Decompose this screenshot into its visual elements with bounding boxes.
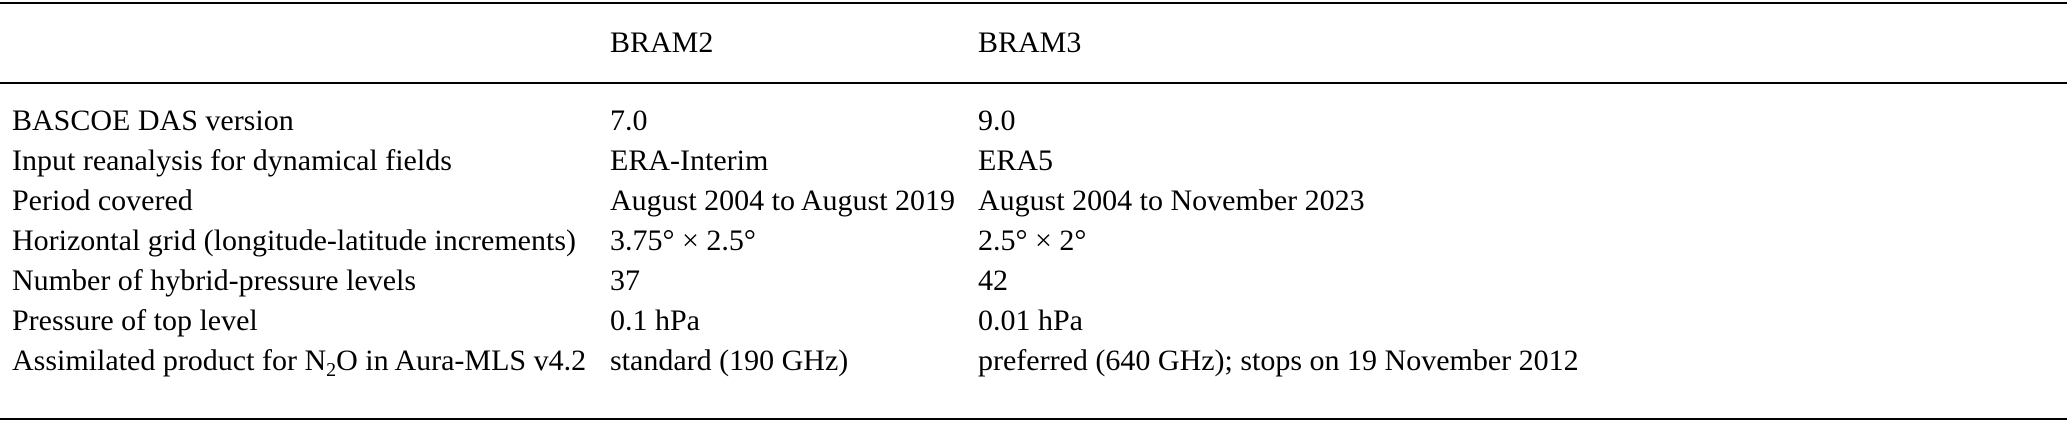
row-label: Assimilated product for N2O in Aura-MLS … — [12, 340, 586, 382]
row-label: Number of hybrid-pressure levels — [12, 264, 417, 297]
row-bram3: August 2004 to November 2023 — [978, 184, 1365, 217]
header-rule — [0, 82, 2067, 84]
row-label: Input reanalysis for dynamical fields — [12, 144, 452, 177]
row-bram2: August 2004 to August 2019 — [610, 184, 956, 217]
row-label: BASCOE DAS version — [12, 104, 294, 137]
label-subscript: 2 — [326, 359, 337, 381]
row-bram3: preferred (640 GHz); stops on 19 Novembe… — [978, 344, 1579, 377]
label-prefix: Assimilated product for N — [12, 344, 327, 377]
top-rule — [0, 2, 2067, 4]
label-suffix: O in Aura-MLS v4.2 — [336, 344, 587, 377]
row-bram3: 2.5° × 2° — [978, 224, 1087, 257]
row-bram2: standard (190 GHz) — [610, 344, 849, 377]
row-label: Pressure of top level — [12, 304, 258, 337]
row-bram3: 9.0 — [978, 104, 1016, 137]
row-label: Period covered — [12, 184, 193, 217]
row-bram2: 7.0 — [610, 104, 648, 137]
row-bram2: ERA-Interim — [610, 144, 769, 177]
row-label: Horizontal grid (longitude-latitude incr… — [12, 224, 576, 257]
bottom-rule — [0, 418, 2067, 420]
row-bram2: 0.1 hPa — [610, 304, 700, 337]
row-bram2: 3.75° × 2.5° — [610, 224, 756, 257]
row-bram2: 37 — [610, 264, 640, 297]
row-bram3: 0.01 hPa — [978, 304, 1083, 337]
row-bram3: ERA5 — [978, 144, 1053, 177]
row-bram3: 42 — [978, 264, 1008, 297]
header-bram3: BRAM3 — [978, 26, 1082, 59]
header-bram2: BRAM2 — [610, 26, 714, 59]
